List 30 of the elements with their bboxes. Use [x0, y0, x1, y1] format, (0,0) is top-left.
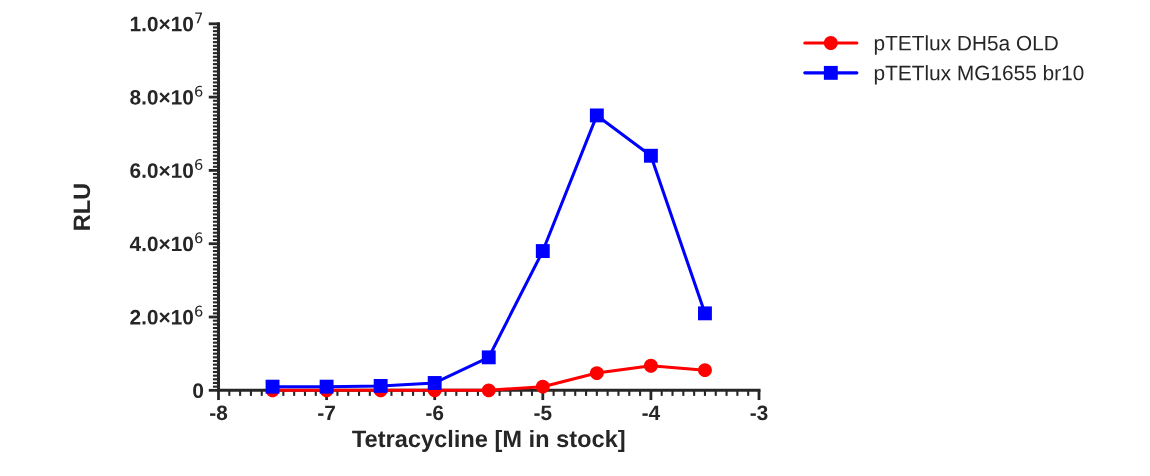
point — [373, 378, 388, 393]
point — [643, 358, 658, 373]
point — [698, 363, 712, 378]
legend-label: pTETlux DH5a OLD — [874, 35, 1058, 55]
point — [698, 306, 712, 321]
y-axis-title: RLU — [73, 184, 91, 230]
point — [643, 148, 658, 163]
y-tick-label: 6.0×10$^{6}$ — [130, 159, 203, 178]
x-axis-title: Tetracycline [M in stock] — [352, 429, 625, 452]
y-tick-label: 8.0×10$^{6}$ — [130, 85, 203, 105]
point — [427, 376, 442, 390]
point — [481, 350, 496, 365]
point — [535, 244, 550, 258]
x-tick-label: -4 — [642, 405, 661, 420]
point — [535, 379, 550, 394]
y-tick-label: 4.0×10$^{6}$ — [129, 232, 203, 252]
x-tick-label: -6 — [426, 405, 444, 421]
x-tick-label: -7 — [318, 405, 335, 420]
point — [481, 383, 496, 398]
x-tick-label: -5 — [534, 405, 552, 421]
x-tick-label: -8 — [210, 405, 228, 421]
point — [319, 379, 334, 394]
point — [589, 366, 604, 381]
x-tick-label: -3 — [750, 405, 768, 421]
legend-label: pTETlux MG1655 br10 — [874, 65, 1084, 85]
y-tick-label: 1.0×10$^{7}$ — [130, 12, 203, 32]
point — [265, 379, 280, 394]
y-tick-label: 0 — [193, 383, 204, 399]
y-tick-label: 2.0×10$^{6}$ — [130, 305, 203, 325]
point — [589, 108, 604, 123]
